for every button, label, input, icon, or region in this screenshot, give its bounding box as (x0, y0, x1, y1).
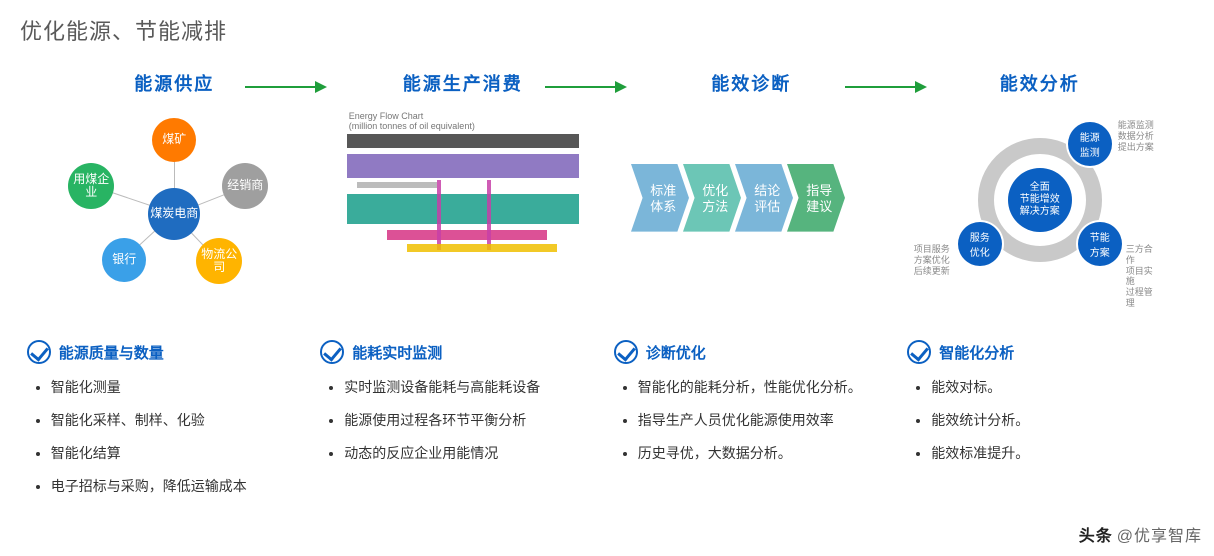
detail-column: 智能化分析能效对标。能效统计分析。能效标准提升。 (907, 340, 1187, 510)
chevron-step: 优化方法 (683, 164, 741, 234)
sankey-band (387, 230, 547, 240)
check-icon (907, 340, 931, 364)
detail-item: 能源使用过程各环节平衡分析 (344, 411, 600, 430)
detail-item: 智能化的能耗分析，性能优化分析。 (638, 378, 894, 397)
detail-item: 智能化采样、制样、化验 (51, 411, 307, 430)
detail-column: 能源质量与数量智能化测量智能化采样、制样、化验智能化结算电子招标与采购，降低运输… (27, 340, 307, 510)
watermark: 头条@优享智库 (1079, 522, 1202, 546)
sankey-chart (347, 134, 579, 282)
detail-item: 能效统计分析。 (931, 411, 1187, 430)
check-icon (320, 340, 344, 364)
detail-item: 智能化测量 (51, 378, 307, 397)
detail-list: 能效对标。能效统计分析。能效标准提升。 (907, 378, 1187, 463)
chevron-label: 结论评估 (742, 183, 786, 214)
detail-item: 能效标准提升。 (931, 444, 1187, 463)
watermark-prefix: 头条 (1079, 528, 1113, 545)
hub-node: 用煤企业 (68, 163, 114, 209)
stage-illustration: Energy Flow Chart (million tonnes of oil… (343, 108, 583, 288)
sankey-band (347, 194, 579, 224)
sankey-band (407, 244, 557, 252)
ring-satellite-caption: 能源监测数据分析提出方案 (1118, 120, 1154, 152)
stage: 能效分析全面节能增效解决方案能源监测能源监测数据分析提出方案节能方案三方合作项目… (905, 70, 1175, 288)
chevron-label: 指导建议 (794, 183, 838, 214)
check-icon (614, 340, 638, 364)
stage-illustration: 标准体系优化方法结论评估指导建议 (631, 108, 871, 288)
detail-list: 智能化的能耗分析，性能优化分析。指导生产人员优化能源使用效率历史寻优，大数据分析… (614, 378, 894, 463)
stage: 能源供应煤矿经销商物流公司 银行 用煤企业煤炭电商 (39, 70, 309, 288)
detail-item: 实时监测设备能耗与高能耗设备 (344, 378, 600, 397)
stage-title: 能源生产消费 (403, 70, 523, 96)
ring-satellite-caption: 三方合作项目实施过程管理 (1126, 244, 1160, 309)
chevron-label: 优化方法 (690, 183, 734, 214)
detail-title: 能源质量与数量 (59, 342, 164, 363)
detail-item: 历史寻优，大数据分析。 (638, 444, 894, 463)
sankey-band (347, 134, 579, 148)
detail-title: 能耗实时监测 (352, 342, 442, 363)
detail-item: 电子招标与采购，降低运输成本 (51, 477, 307, 496)
chevron-step: 标准体系 (631, 164, 689, 234)
chevron-step: 结论评估 (735, 164, 793, 234)
hub-node: 银行 (102, 238, 146, 282)
stage-title: 能效诊断 (711, 70, 791, 96)
ring-satellite: 能源监测 (1068, 122, 1112, 166)
sankey-band (347, 154, 579, 178)
hub-node: 物流公司 (196, 238, 242, 284)
stage: 能效诊断标准体系优化方法结论评估指导建议 (616, 70, 886, 288)
watermark-handle: @优享智库 (1117, 528, 1202, 545)
sankey-band (357, 182, 437, 188)
chevron-step: 指导建议 (787, 164, 845, 234)
detail-title: 智能化分析 (939, 342, 1014, 363)
ring-satellite: 节能方案 (1078, 222, 1122, 266)
ring-satellite: 服务优化 (958, 222, 1002, 266)
hub-center: 煤炭电商 (148, 188, 200, 240)
sankey-caption: Energy Flow Chart (million tonnes of oil… (349, 112, 475, 132)
hub-node: 经销商 (222, 163, 268, 209)
chevron-row: 标准体系优化方法结论评估指导建议 (631, 164, 891, 234)
stage-title: 能效分析 (1000, 70, 1080, 96)
ring-center: 全面节能增效解决方案 (1008, 168, 1072, 232)
stage: 能源生产消费 Energy Flow Chart (million tonnes … (328, 70, 598, 288)
detail-head: 诊断优化 (614, 340, 894, 364)
detail-head: 能源质量与数量 (27, 340, 307, 364)
detail-column: 诊断优化智能化的能耗分析，性能优化分析。指导生产人员优化能源使用效率历史寻优，大… (614, 340, 894, 510)
sankey-band (437, 180, 441, 250)
detail-head: 智能化分析 (907, 340, 1187, 364)
hub-node: 煤矿 (152, 118, 196, 162)
stage-illustration: 全面节能增效解决方案能源监测能源监测数据分析提出方案节能方案三方合作项目实施过程… (920, 108, 1160, 288)
detail-list: 智能化测量智能化采样、制样、化验智能化结算电子招标与采购，降低运输成本 (27, 378, 307, 496)
sankey-band (487, 180, 491, 250)
detail-item: 指导生产人员优化能源使用效率 (638, 411, 894, 430)
detail-title: 诊断优化 (646, 342, 706, 363)
detail-list: 实时监测设备能耗与高能耗设备能源使用过程各环节平衡分析动态的反应企业用能情况 (320, 378, 600, 463)
stage-illustration: 煤矿经销商物流公司 银行 用煤企业煤炭电商 (54, 108, 294, 288)
check-icon (27, 340, 51, 364)
ring-satellite-caption: 项目服务方案优化后续更新 (914, 244, 950, 276)
detail-head: 能耗实时监测 (320, 340, 600, 364)
detail-item: 能效对标。 (931, 378, 1187, 397)
detail-item: 动态的反应企业用能情况 (344, 444, 600, 463)
detail-column: 能耗实时监测实时监测设备能耗与高能耗设备能源使用过程各环节平衡分析动态的反应企业… (320, 340, 600, 510)
page-title: 优化能源、节能减排 (20, 14, 227, 46)
chevron-label: 标准体系 (638, 183, 682, 214)
detail-item: 智能化结算 (51, 444, 307, 463)
stage-title: 能源供应 (134, 70, 214, 96)
ring-diagram: 全面节能增效解决方案能源监测能源监测数据分析提出方案节能方案三方合作项目实施过程… (920, 108, 1160, 288)
